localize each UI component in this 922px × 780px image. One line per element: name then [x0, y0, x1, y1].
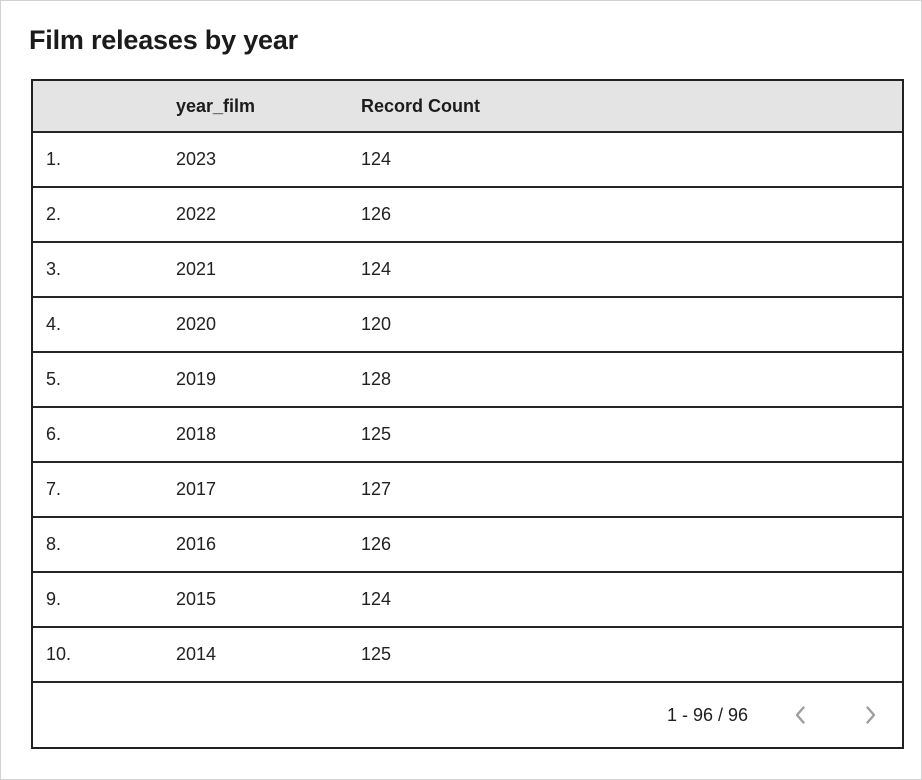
- table-footer: 1 - 96 / 96: [33, 683, 902, 747]
- record-count-cell: 126: [361, 204, 392, 224]
- row-number-cell: 5.: [46, 369, 62, 389]
- header-record-count: Record Count: [361, 95, 480, 116]
- chevron-right-icon: [858, 703, 882, 727]
- year-film-cell: 2022: [176, 204, 217, 224]
- table-row: 9. 2015 124: [33, 573, 902, 628]
- record-count-cell: 125: [361, 424, 392, 444]
- row-number-cell: 10.: [46, 644, 72, 664]
- row-number-cell: 7.: [46, 479, 62, 499]
- row-number-cell: 9.: [46, 589, 62, 609]
- row-number-cell: 8.: [46, 534, 62, 554]
- row-number-cell: 4.: [46, 314, 62, 334]
- data-table: year_film Record Count 1. 2023 124 2. 20…: [31, 79, 904, 749]
- header-year-film: year_film: [176, 95, 256, 116]
- year-film-cell: 2023: [176, 149, 217, 169]
- table-body: 1. 2023 124 2. 2022 126 3. 2021 124 4. 2…: [33, 133, 902, 683]
- record-count-cell: 124: [361, 259, 392, 279]
- record-count-cell: 120: [361, 314, 392, 334]
- record-count-cell: 128: [361, 369, 392, 389]
- chevron-left-icon: [789, 703, 813, 727]
- year-film-cell: 2020: [176, 314, 217, 334]
- pagination-next-button[interactable]: [858, 703, 882, 727]
- table-row: 4. 2020 120: [33, 298, 902, 353]
- year-film-cell: 2015: [176, 589, 217, 609]
- record-count-cell: 126: [361, 534, 392, 554]
- record-count-cell: 124: [361, 149, 392, 169]
- table-row: 3. 2021 124: [33, 243, 902, 298]
- row-number-cell: 6.: [46, 424, 62, 444]
- row-number-cell: 2.: [46, 204, 62, 224]
- year-film-cell: 2017: [176, 479, 217, 499]
- chart-title: Film releases by year: [29, 25, 298, 55]
- table-row: 2. 2022 126: [33, 188, 902, 243]
- record-count-cell: 125: [361, 644, 392, 664]
- year-film-cell: 2014: [176, 644, 217, 664]
- record-count-cell: 124: [361, 589, 392, 609]
- table-row: 8. 2016 126: [33, 518, 902, 573]
- table-row: 1. 2023 124: [33, 133, 902, 188]
- year-film-cell: 2018: [176, 424, 217, 444]
- record-count-cell: 127: [361, 479, 392, 499]
- year-film-cell: 2016: [176, 534, 217, 554]
- table-header-row: year_film Record Count: [33, 81, 902, 133]
- row-number-cell: 3.: [46, 259, 62, 279]
- year-film-cell: 2019: [176, 369, 217, 389]
- year-film-cell: 2021: [176, 259, 217, 279]
- table-row: 6. 2018 125: [33, 408, 902, 463]
- table-row: 10. 2014 125: [33, 628, 902, 683]
- pagination-prev-button[interactable]: [789, 703, 813, 727]
- row-number-cell: 1.: [46, 149, 62, 169]
- table-row: 7. 2017 127: [33, 463, 902, 518]
- table-row: 5. 2019 128: [33, 353, 902, 408]
- pagination-range: 1 - 96 / 96: [666, 704, 748, 725]
